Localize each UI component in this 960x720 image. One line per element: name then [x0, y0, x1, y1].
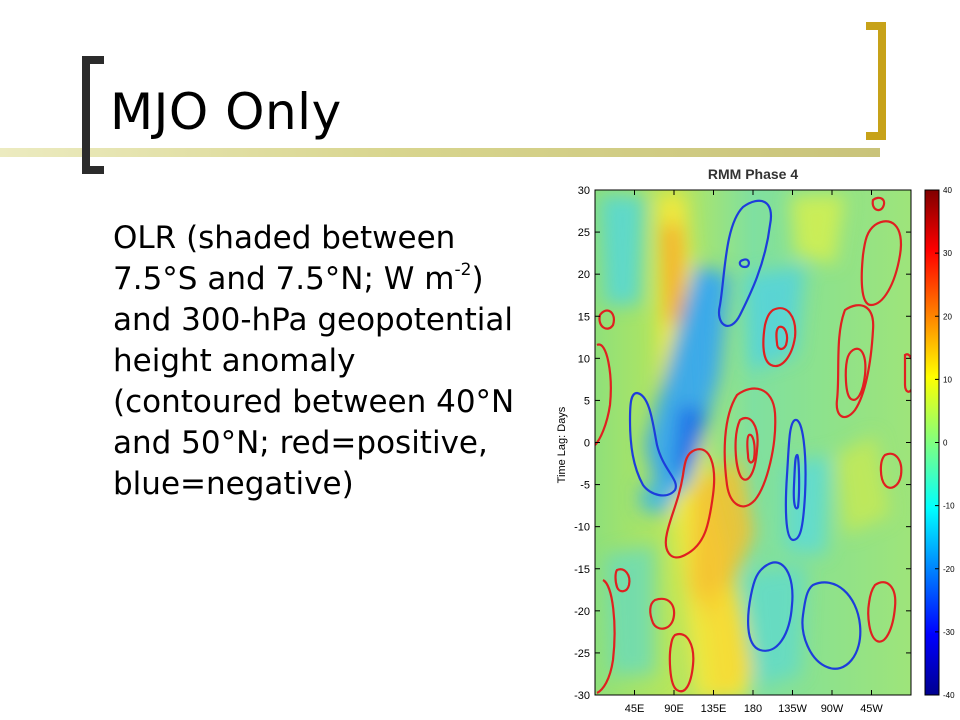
y-tick-label: 20 [578, 269, 590, 281]
y-tick-label: -15 [574, 564, 590, 576]
slide-title: MJO Only [110, 83, 342, 141]
colorbar-tick-label: 20 [943, 312, 952, 321]
negative-contours [628, 199, 862, 670]
y-tick-label: 10 [578, 353, 590, 365]
colorbar-tick-label: -20 [943, 565, 955, 574]
y-tick-label: -30 [574, 690, 590, 702]
body-text-part2: ) and 300-hPa geopotential height anomal… [113, 261, 515, 502]
olr-shading [595, 190, 911, 695]
slide-body-text: OLR (shaded between 7.5°S and 7.5°N; W m… [113, 218, 533, 505]
y-tick-label: -25 [574, 648, 590, 660]
y-tick-label: 0 [584, 438, 590, 450]
x-tick-label: 45E [625, 703, 645, 715]
x-tick-label: 45W [860, 703, 883, 715]
colorbar-tick-label: -30 [943, 628, 955, 637]
y-axis-label: Time Lag: Days [556, 406, 568, 483]
x-tick-label: 135W [778, 703, 807, 715]
x-tick-label: 180 [744, 703, 762, 715]
body-text-superscript: -2 [454, 260, 472, 280]
y-axis: 30 25 20 15 10 5 0 -5 -10 -15 -20 -25 -30 [574, 185, 911, 702]
colorbar-tick-label: 0 [943, 439, 948, 448]
hovmoller-chart: RMM Phase 4 [556, 166, 955, 715]
colorbar-axis: 40 30 20 10 0 -10 -20 -30 -40 [935, 186, 955, 700]
x-tick-label: 90W [821, 703, 844, 715]
colorbar-tick-label: -10 [943, 502, 955, 511]
colorbar-tick-label: 30 [943, 249, 952, 258]
y-tick-label: 15 [578, 311, 590, 323]
chart-title: RMM Phase 4 [708, 166, 798, 182]
colorbar-tick-label: 40 [943, 186, 952, 195]
y-tick-label: 30 [578, 185, 590, 197]
y-tick-label: 5 [584, 395, 590, 407]
body-text-part1: OLR (shaded between 7.5°S and 7.5°N; W m [113, 220, 456, 297]
colorbar-tick-label: 10 [943, 375, 952, 384]
title-bracket-right [866, 22, 886, 140]
y-tick-label: 25 [578, 227, 590, 239]
y-tick-label: -10 [574, 522, 590, 534]
colorbar-tick-label: -40 [943, 691, 955, 700]
x-tick-label: 90E [664, 703, 684, 715]
x-axis: 45E 90E 135E 180 135W 90W 45W [625, 190, 883, 715]
y-tick-label: -20 [574, 606, 590, 618]
title-divider-rule [0, 148, 880, 157]
olr-hovmoller-figure: RMM Phase 4 [545, 155, 960, 720]
x-tick-label: 135E [701, 703, 727, 715]
title-bracket-left [82, 56, 104, 174]
positive-contours [595, 196, 911, 694]
y-tick-label: -5 [580, 480, 590, 492]
